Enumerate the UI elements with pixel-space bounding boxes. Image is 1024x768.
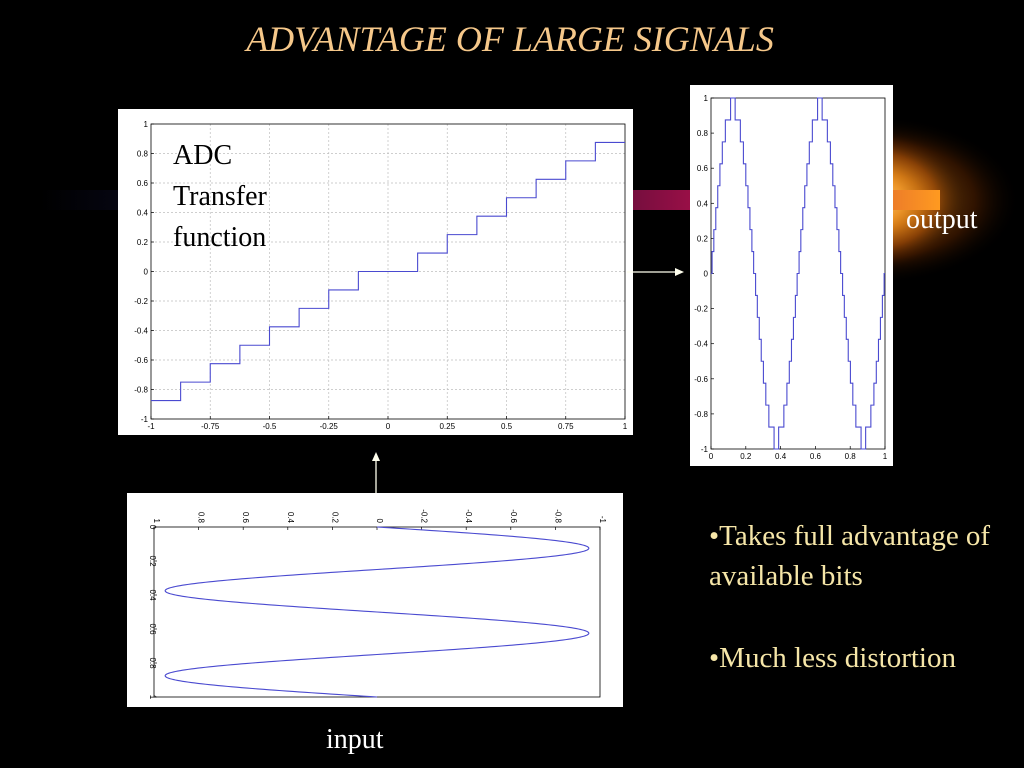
input-sine-line xyxy=(164,526,590,698)
y-tick-label: -1 xyxy=(701,445,709,454)
x-tick-label: -0.5 xyxy=(263,422,277,431)
time-tick-label: 0.6 xyxy=(148,623,157,635)
amplitude-tick-label: 0.6 xyxy=(241,512,250,524)
y-tick-label: 0.2 xyxy=(697,234,709,243)
time-tick-label: 0.2 xyxy=(148,555,157,567)
x-tick-label: 0.2 xyxy=(740,452,752,461)
y-tick-label: -0.2 xyxy=(694,305,708,314)
y-tick-label: 0.4 xyxy=(137,209,149,218)
amplitude-tick-label: -0.4 xyxy=(464,509,473,523)
y-tick-label: 0 xyxy=(144,268,149,277)
amplitude-tick-label: -0.8 xyxy=(553,509,562,523)
x-tick-label: 0.75 xyxy=(558,422,574,431)
y-tick-label: 0.8 xyxy=(697,129,709,138)
x-tick-label: -1 xyxy=(147,422,155,431)
transfer-function-plot: -1 -0.75 -0.5 -0.25 0 0.25 0.5 0.75 1 -1 -0.8 -0.6 -… xyxy=(134,120,628,431)
y-tick-label: -0.4 xyxy=(694,340,708,349)
output-plot: 0 0.2 0.4 0.6 0.8 1 -1 -0.8 -0.6 -0.4 -0.2 0 0.2 0.4 0… xyxy=(694,94,888,461)
transfer-function-chart: -1 -0.75 -0.5 -0.25 0 0.25 0.5 0.75 1 -1 -0.8 -0.6 -… xyxy=(118,109,633,435)
y-tick-label: 0.2 xyxy=(137,238,149,247)
y-tick-label: -0.6 xyxy=(694,375,708,384)
amplitude-tick-label: 0.2 xyxy=(330,512,339,524)
y-tick-label: 0.4 xyxy=(697,199,709,208)
y-tick-label: -0.4 xyxy=(134,327,148,336)
arrow-from-input xyxy=(372,452,380,493)
y-tick-label: 0.8 xyxy=(137,150,149,159)
amplitude-tick-label: 0 xyxy=(375,519,384,524)
amplitude-tick-label: -1 xyxy=(598,516,607,524)
amplitude-tick-label: 0.8 xyxy=(197,512,206,524)
y-tick-label: -1 xyxy=(141,415,149,424)
y-tick-label: -0.8 xyxy=(134,386,148,395)
plot-frame xyxy=(150,123,626,420)
time-tick-label: 0 xyxy=(148,525,157,530)
transfer-step-line xyxy=(151,141,625,402)
x-tick-label: 0.4 xyxy=(775,452,787,461)
transfer-label-line-1: ADC xyxy=(173,140,233,171)
x-tick-label: 0.8 xyxy=(845,452,857,461)
y-tick-label: -0.2 xyxy=(134,297,148,306)
input-label: input xyxy=(326,724,384,755)
x-tick-label: 0.5 xyxy=(501,422,513,431)
output-quantized-line xyxy=(711,97,885,450)
amplitude-tick-label: 0.4 xyxy=(286,512,295,524)
y-tick-label: 0 xyxy=(704,270,709,279)
y-tick-label: 0.6 xyxy=(137,179,149,188)
time-tick-label: 0.4 xyxy=(148,589,157,601)
arrow-to-output xyxy=(627,268,684,276)
x-tick-label: -0.75 xyxy=(201,422,220,431)
y-tick-label: 1 xyxy=(704,94,709,103)
transfer-label-line-2: Transfer xyxy=(173,181,267,212)
y-tick-label: -0.6 xyxy=(134,356,148,365)
x-tick-label: 0 xyxy=(386,422,391,431)
output-label: output xyxy=(906,204,978,235)
y-tick-label: 0.6 xyxy=(697,164,709,173)
x-tick-label: 0 xyxy=(709,452,714,461)
amplitude-tick-label: -0.2 xyxy=(420,509,429,523)
bullet-less-distortion: •Much less distortion xyxy=(709,642,956,674)
transfer-function-label: ADC Transfer function xyxy=(173,135,267,258)
input-chart: -1 -0.8 -0.6 -0.4 -0.2 0 0.2 0.4 0.6 0.8 1 0 0.2 0.4 0… xyxy=(127,493,623,707)
amplitude-tick-label: -0.6 xyxy=(509,509,518,523)
x-tick-label: 0.25 xyxy=(439,422,455,431)
amplitude-tick-label: 1 xyxy=(152,519,161,524)
x-tick-label: 1 xyxy=(883,452,888,461)
y-tick-label: -0.8 xyxy=(694,410,708,419)
x-tick-label: -0.25 xyxy=(320,422,339,431)
bullet-full-advantage: •Takes full advantage of available bits xyxy=(709,520,991,592)
input-plot: -1-0.8-0.6-0.4-0.200.20.40.60.8100.20.40… xyxy=(148,509,607,700)
x-tick-label: 0.6 xyxy=(810,452,822,461)
x-tick-label: 1 xyxy=(623,422,628,431)
y-tick-label: 1 xyxy=(144,120,149,129)
time-tick-label: 1 xyxy=(148,695,157,700)
slide-title: ADVANTAGE OF LARGE SIGNALS xyxy=(246,19,774,59)
output-chart: 0 0.2 0.4 0.6 0.8 1 -1 -0.8 -0.6 -0.4 -0.2 0 0.2 0.4 0… xyxy=(690,85,893,466)
time-tick-label: 0.8 xyxy=(148,657,157,669)
transfer-label-line-3: function xyxy=(173,222,267,253)
